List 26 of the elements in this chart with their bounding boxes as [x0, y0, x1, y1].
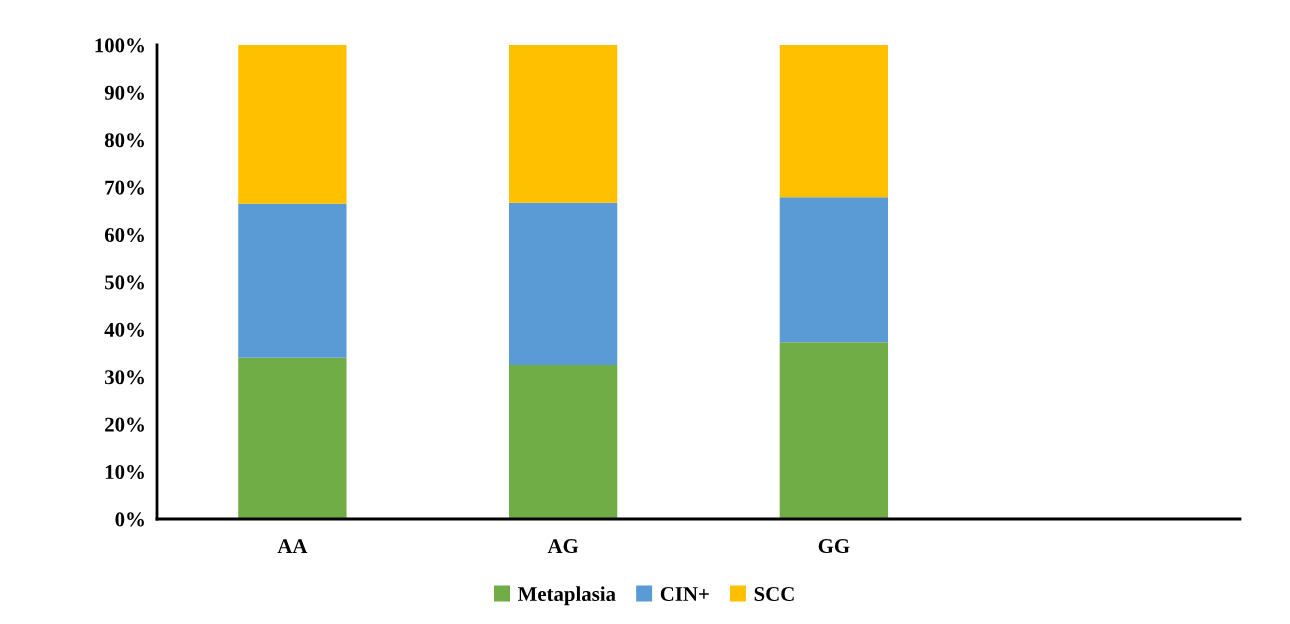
y-tick-label: 60% [104, 227, 144, 243]
bar [508, 364, 618, 519]
y-tick-label: 10% [105, 464, 144, 480]
legend-label: CIN+ [660, 587, 709, 602]
y-tick-label: 0% [115, 512, 144, 527]
y-tick-label: 30% [105, 370, 144, 385]
x-tick-label: AA [277, 539, 308, 553]
bar [238, 45, 347, 204]
x-tick-label: GG [818, 539, 850, 554]
legend-label: SCC [754, 587, 794, 602]
y-tick-label: 20% [105, 417, 144, 432]
x-tick-label: AG [547, 539, 579, 554]
bar [779, 197, 889, 343]
y-tick-label: 90% [104, 85, 144, 100]
y-tick-label: 80% [104, 133, 144, 148]
bar [238, 357, 347, 519]
bar [779, 45, 889, 198]
legend-label: Metaplasia [518, 586, 616, 606]
bar [238, 203, 347, 358]
y-tick-label: 100% [95, 38, 144, 53]
bar [508, 45, 618, 203]
y-tick-label: 50% [105, 275, 144, 290]
y-tick-label: 40% [104, 322, 144, 337]
bar [508, 202, 618, 365]
y-tick-label: 70% [105, 180, 144, 195]
bar [779, 342, 889, 519]
